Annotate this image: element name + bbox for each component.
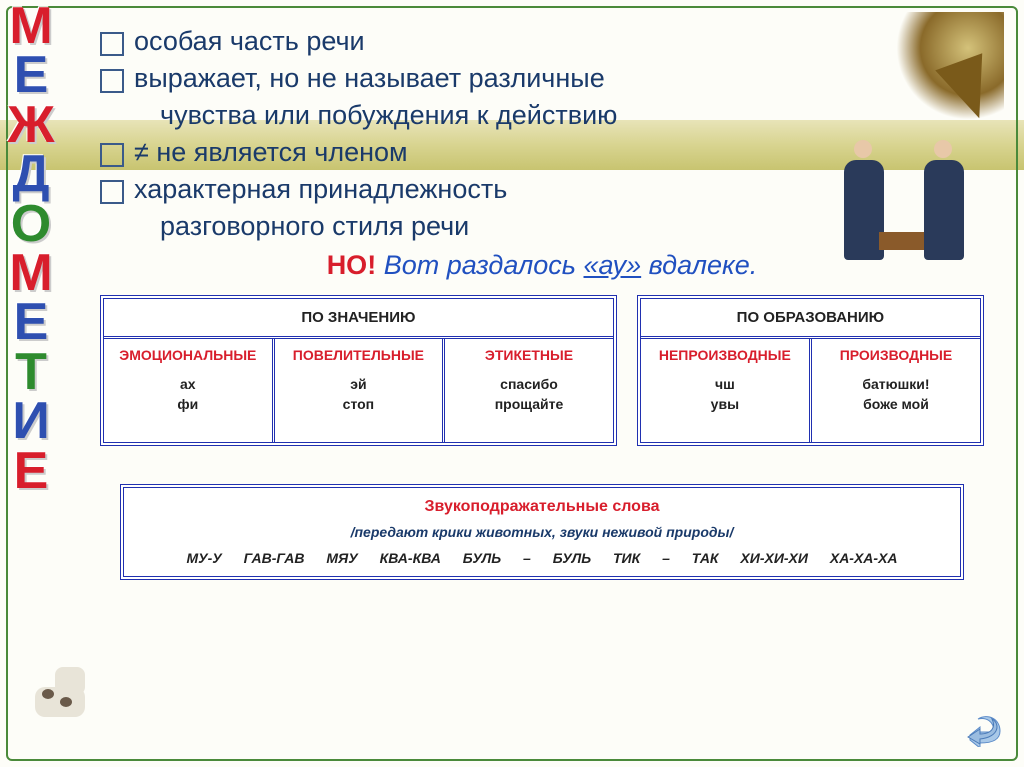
column-title: ПРОИЗВОДНЫЕ [816, 347, 976, 363]
no-blue-pre: Вот раздалось [384, 250, 584, 280]
vert-title-letter: М [9, 249, 52, 298]
bullet-3-text: ≠ не является членом [134, 137, 408, 168]
vert-title-letter: О [11, 200, 51, 249]
table-meaning: ПО ЗНАЧЕНИЮ ЭМОЦИОНАЛЬНЫЕахфиПОВЕЛИТЕЛЬН… [100, 295, 617, 446]
table-column: НЕПРОИЗВОДНЫЕ чшувы [641, 339, 812, 442]
table-meaning-header: ПО ЗНАЧЕНИЮ [104, 299, 613, 339]
bullet-4-cont: разговорного стиля речи [160, 211, 984, 242]
bullet-1: особая часть речи [100, 26, 984, 57]
ono-examples: МУ-У ГАВ-ГАВ МЯУ КВА-КВА БУЛЬ – БУЛЬ ТИК… [136, 550, 948, 566]
table-column: ЭМОЦИОНАЛЬНЫЕ ахфи [104, 339, 275, 442]
back-arrow-icon [960, 707, 1004, 747]
vertical-title: МЕЖДОМЕТИЕ [2, 2, 60, 496]
vert-title-letter: М [9, 2, 52, 51]
bullet-box-icon [100, 143, 124, 167]
vert-title-letter: Ж [8, 101, 55, 150]
bullet-3: ≠ не является членом [100, 137, 984, 168]
bullet-2-text: выражает, но не называет различные [134, 63, 605, 94]
column-examples: батюшки!боже мой [816, 375, 976, 414]
main-content: особая часть речи выражает, но не называ… [100, 20, 984, 580]
column-examples: эйстоп [279, 375, 439, 414]
vert-title-letter: Е [14, 51, 49, 100]
no-blue-post: вдалеке. [641, 250, 757, 280]
tables-row: ПО ЗНАЧЕНИЮ ЭМОЦИОНАЛЬНЫЕахфиПОВЕЛИТЕЛЬН… [100, 295, 984, 446]
column-title: ЭТИКЕТНЫЕ [449, 347, 609, 363]
vert-title-letter: Е [14, 447, 49, 496]
vert-title-letter: И [12, 397, 49, 446]
back-button[interactable] [960, 707, 1004, 747]
bullet-4-text: характерная принадлежность [134, 174, 507, 205]
ono-title: Звукоподражательные слова [136, 498, 948, 516]
bullet-1-text: особая часть речи [134, 26, 365, 57]
onomatopoeia-box: Звукоподражательные слова /передают крик… [120, 484, 964, 580]
bullet-2-cont: чувства или побуждения к действию [160, 100, 984, 131]
column-examples: спасибопрощайте [449, 375, 609, 414]
column-title: ЭМОЦИОНАЛЬНЫЕ [108, 347, 268, 363]
bullet-box-icon [100, 69, 124, 93]
column-title: НЕПРОИЗВОДНЫЕ [645, 347, 805, 363]
table-meaning-body: ЭМОЦИОНАЛЬНЫЕахфиПОВЕЛИТЕЛЬНЫЕэйстопЭТИК… [104, 339, 613, 442]
column-examples: ахфи [108, 375, 268, 414]
bullet-box-icon [100, 180, 124, 204]
table-formation-header: ПО ОБРАЗОВАНИЮ [641, 299, 980, 339]
column-title: ПОВЕЛИТЕЛЬНЫЕ [279, 347, 439, 363]
table-column: ПРОИЗВОДНЫЕ батюшки!боже мой [812, 339, 980, 442]
bullet-4: характерная принадлежность [100, 174, 984, 205]
vert-title-letter: Т [15, 348, 47, 397]
table-formation-body: НЕПРОИЗВОДНЫЕ чшувы ПРОИЗВОДНЫЕ батюшки!бож… [641, 339, 980, 442]
vert-title-letter: Е [14, 298, 49, 347]
table-column: ПОВЕЛИТЕЛЬНЫЕ эйстоп [275, 339, 446, 442]
no-red: НО! [327, 250, 377, 280]
column-examples: чшувы [645, 375, 805, 414]
vert-title-letter: Д [12, 150, 49, 199]
table-column: ЭТИКЕТНЫЕ спасибопрощайте [445, 339, 613, 442]
bullet-box-icon [100, 32, 124, 56]
bullet-2: выражает, но не называет различные [100, 63, 984, 94]
table-formation: ПО ОБРАЗОВАНИЮ НЕПРОИЗВОДНЫЕчшувыПРОИЗВО… [637, 295, 984, 446]
exception-line: НО! Вот раздалось «ау» вдалеке. [100, 250, 984, 281]
ono-subtitle: /передают крики животных, звуки неживой … [136, 524, 948, 540]
no-au: «ау» [584, 250, 642, 280]
cow-illustration [30, 657, 100, 727]
